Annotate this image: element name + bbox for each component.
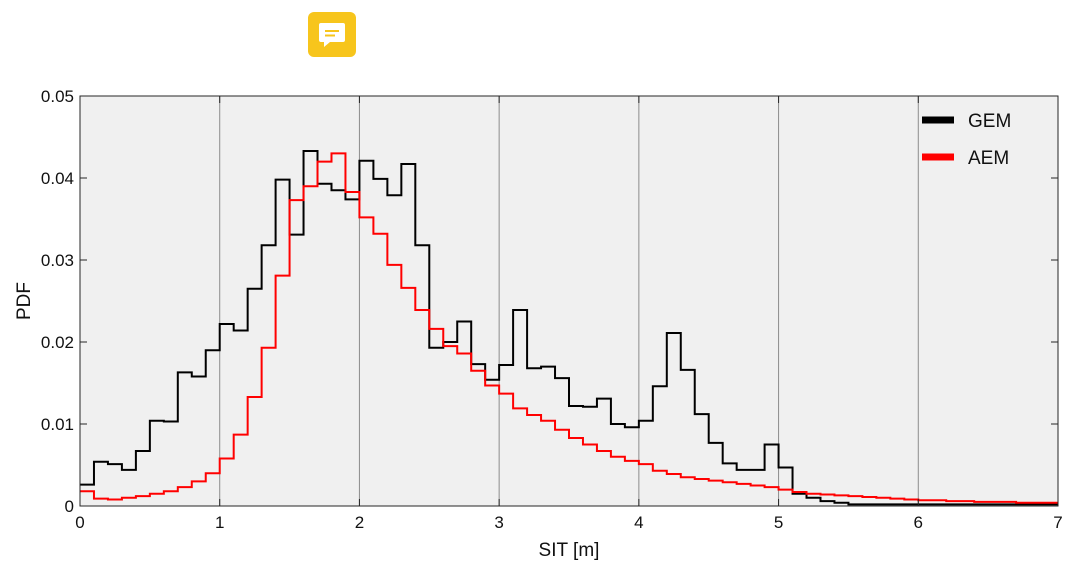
y-tick-label: 0.02 — [41, 333, 74, 352]
x-tick-label: 5 — [774, 513, 783, 532]
plot-area — [80, 96, 1058, 506]
plot-frame — [79, 95, 1059, 507]
legend-label-gem: GEM — [968, 111, 1011, 132]
axis-ticks: 0 1 2 3 4 5 6 7 0 0.01 0.02 0.03 0.04 0.05 — [41, 87, 1063, 532]
series-layer — [80, 149, 1058, 506]
series-line-aem — [80, 152, 1058, 504]
x-tick-label: 6 — [914, 513, 923, 532]
y-tick-label: 0.05 — [41, 87, 74, 106]
y-axis-label: PDF — [14, 282, 35, 320]
x-tick-label: 7 — [1053, 513, 1062, 532]
y-tick-label: 0.01 — [41, 415, 74, 434]
x-tick-label: 2 — [355, 513, 364, 532]
legend-label-aem: AEM — [968, 148, 1009, 169]
x-tick-label: 4 — [634, 513, 643, 532]
comment-icon-badge[interactable] — [308, 12, 356, 57]
x-tick-label: 0 — [75, 513, 84, 532]
x-tick-label: 1 — [215, 513, 224, 532]
series-line-gem — [80, 149, 1058, 506]
comment-icon — [319, 23, 345, 47]
y-tick-label: 0.03 — [41, 251, 74, 270]
y-tick-label: 0.04 — [41, 169, 74, 188]
legend: GEM AEM — [922, 111, 1011, 169]
y-tick-label: 0 — [65, 497, 74, 516]
x-tick-label: 3 — [494, 513, 503, 532]
x-axis-label: SIT [m] — [539, 540, 600, 561]
